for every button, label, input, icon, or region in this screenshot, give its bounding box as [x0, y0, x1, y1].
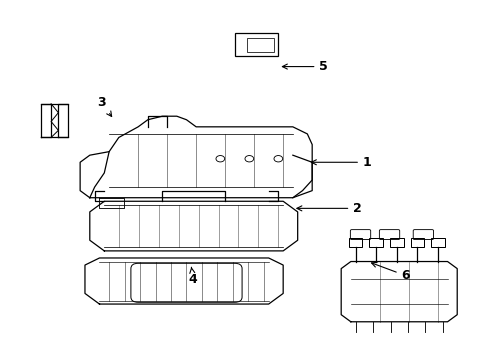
- Text: 1: 1: [311, 156, 371, 169]
- Text: 2: 2: [296, 202, 361, 215]
- Text: 6: 6: [371, 262, 409, 282]
- Text: 5: 5: [282, 60, 327, 73]
- Text: 4: 4: [188, 267, 197, 286]
- Text: 3: 3: [97, 95, 111, 117]
